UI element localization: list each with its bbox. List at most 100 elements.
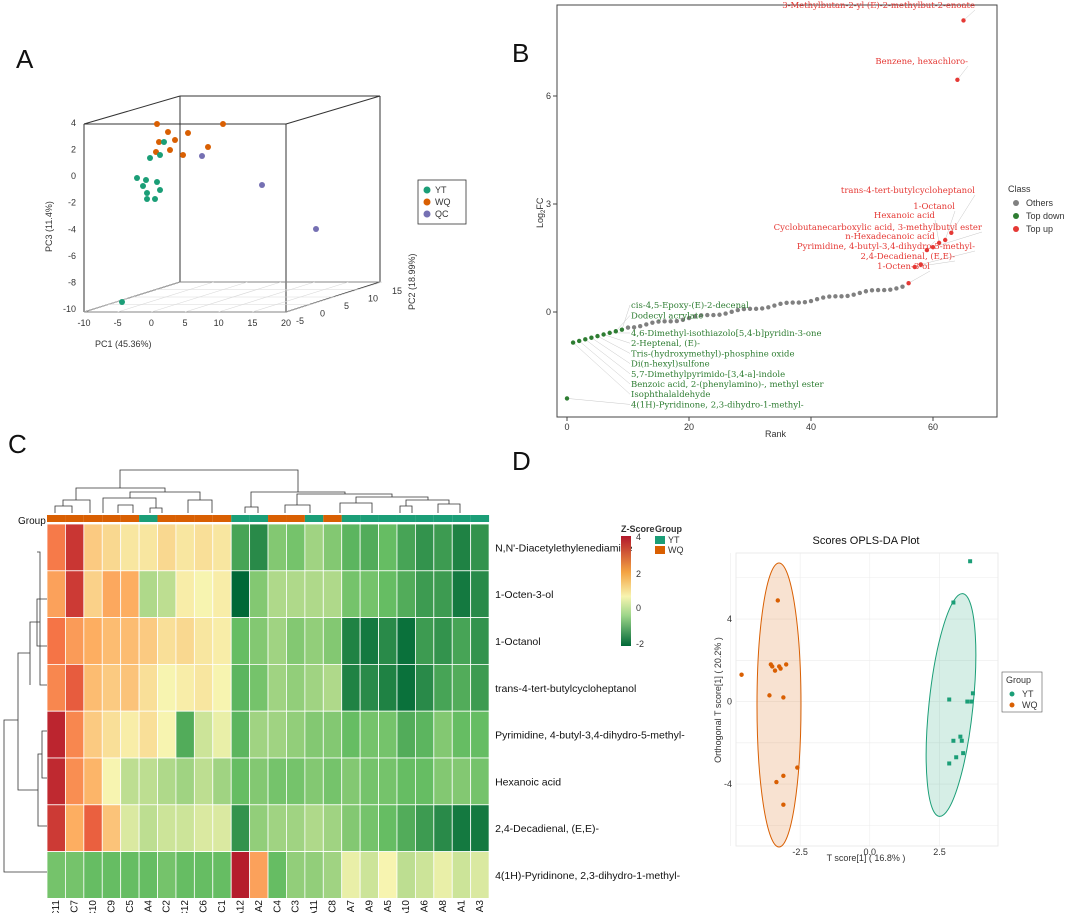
oplsda-axis-ticks: -2.5 0.0 2.5 4 0 -4 [724,614,946,857]
heatmap-cell [451,664,472,712]
panel-label-c: C [8,429,27,459]
heatmap-column-label: C7 [70,900,81,913]
heatmap-cell [65,570,85,618]
heatmap-cell [230,664,251,712]
pca-point [147,155,153,161]
heatmap-cell [414,523,435,572]
rank-point-others [753,306,759,312]
oplsda-legend-box [1001,671,1043,713]
pca-z-tick: -2 [68,198,76,208]
heatmap-legend-tick: 2 [636,569,641,579]
rank-point-others [857,290,862,296]
heatmap-column-label: A10 [401,900,412,913]
heatmap-cell [230,523,251,572]
heatmap-cell [267,757,287,806]
heatmap-cell [83,664,103,712]
heatmap-cell [267,523,287,572]
heatmap-column-label: A9 [364,900,375,913]
pca-point [154,179,160,185]
oplsda-grid [730,553,998,846]
oplsda-point-wq [781,773,786,779]
heatmap-cell [101,523,122,572]
heatmap-cell [433,757,453,806]
heatmap-cell [230,570,251,618]
heatmap-cell [322,851,343,899]
rank-leader-lines [566,9,983,405]
rank-leader-line [932,231,983,248]
heatmap-cell [433,804,453,852]
heatmap-cell [249,523,269,572]
pca-point [156,139,162,145]
heatmap-cell [341,710,361,759]
rank-down-label: Di(n-hexyl)sulfone [631,359,710,370]
heatmap-cell [212,523,232,572]
heatmap-cell [378,617,398,665]
rank-point-others [772,303,777,308]
pca-point [180,152,186,158]
rank-point-down [583,337,588,342]
oplsda-point-yt [959,738,964,743]
rank-point-others [821,295,826,300]
rank-point-others [882,287,887,293]
heatmap-cell [138,570,158,618]
panel-label-d: D [512,446,531,476]
heatmap-cell [83,757,103,806]
heatmap-group-cell [323,515,342,522]
heatmap-cell [193,757,214,806]
rank-up-label: Hexanoic acid [874,211,936,221]
rank-point-others [863,289,869,294]
pca-x-tick: -5 [114,318,122,328]
oplsda-point-yt [951,600,956,605]
oplsda-ellipse-yt [925,593,977,817]
heatmap-cell [193,617,214,665]
rank-point-others [802,300,808,305]
heatmap-cell [267,710,287,759]
heatmap-column-label: A4 [143,900,154,913]
rank-point-down [619,327,625,332]
heatmap-column-label: C3 [291,900,302,913]
heatmap-cell [212,664,232,712]
heatmap-row-label: 4(1H)-Pyridinone, 2,3-dihydro-1-methyl- [495,870,680,882]
heatmap-cell [267,570,287,618]
rank-point-others [814,297,820,302]
oplsda-point-wq [781,695,786,700]
rank-leader-line [944,210,956,241]
oplsda-legend-yt-marker [1009,691,1015,697]
heatmap-cell [396,757,416,806]
pca-z-tick: -10 [63,304,76,314]
heatmap-cell [138,804,158,852]
heatmap-legend-tick: 0 [636,603,641,613]
rank-up-label: Benzene, hexachloro- [875,57,968,67]
pca-z-tick: -4 [68,224,76,234]
heatmap-cell [396,851,416,899]
heatmap-cell [304,664,324,712]
pca-point [259,182,265,188]
panel-b-rank-log2fc: 0 20 40 60 6 3 0 3-Methylbutan-2-yl (E)-2-meth… [535,0,1065,439]
rank-plot-frame [556,4,998,418]
rank-leader-line [957,65,969,80]
rank-point-others [888,287,893,292]
heatmap-cell [212,757,232,806]
rank-point-up [924,247,930,253]
heatmap-cell [267,804,287,852]
heatmap-group-label: Group [18,516,46,527]
heatmap-cell [138,664,158,712]
heatmap-cell [65,757,85,806]
heatmap-cell [396,523,416,572]
heatmap-cell [249,710,269,759]
heatmap-cell [101,757,122,806]
oplsda-x-tick: 2.5 [933,847,946,857]
panel-label-b: B [512,38,529,68]
heatmap-cell [414,851,435,899]
rank-point-up [936,240,942,246]
heatmap-cell [249,617,269,665]
heatmap-cell [451,617,472,665]
pca-y-tick: 10 [368,294,378,304]
heatmap-column-label: C11 [51,900,62,913]
rank-point-down [577,338,582,344]
rank-labels: 3-Methylbutan-2-yl (E)-2-methylbut-2-eno… [631,0,983,410]
rank-legend-up: Top up [1026,224,1053,234]
heatmap-cell [359,664,379,712]
heatmap-group-cell [268,515,287,522]
